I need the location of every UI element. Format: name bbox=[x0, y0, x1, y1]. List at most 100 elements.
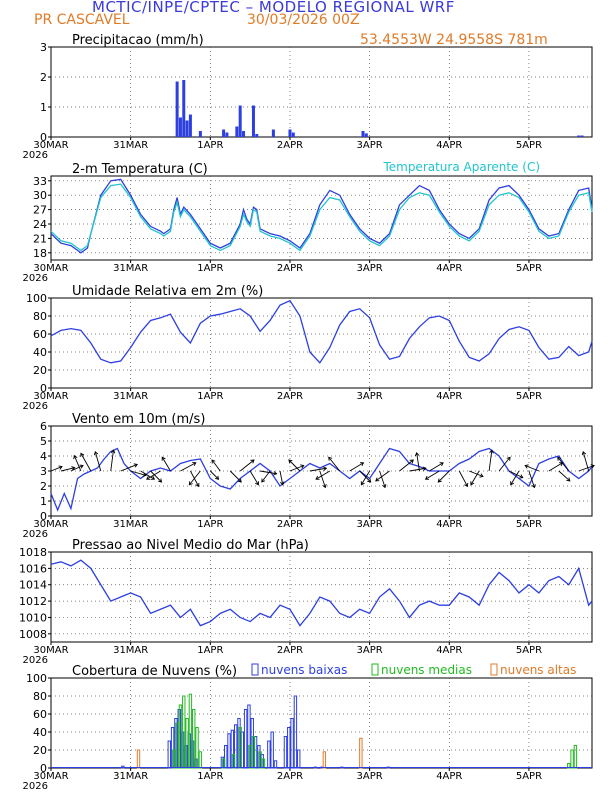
wind-xtick-label-0: 30MAR bbox=[33, 519, 68, 530]
wind-arrow-head bbox=[328, 456, 333, 461]
wind-arrow-head bbox=[146, 475, 151, 480]
station-coordinates: 53.4553W 24.9558S 781m bbox=[360, 32, 548, 48]
cloud-bar-0 bbox=[243, 709, 248, 769]
main-title: MCTIC/INPE/CPTEC – MODELO REGIONAL WRF bbox=[92, 0, 455, 16]
precip-xtick-label-5: 4APR bbox=[436, 140, 462, 151]
precip-ytick-label-0: 0 bbox=[40, 131, 47, 144]
precip-bar bbox=[225, 132, 229, 137]
wind-ytick-label-3: 3 bbox=[40, 465, 47, 478]
wind-arrow-head bbox=[280, 481, 285, 486]
temp-line-1 bbox=[50, 183, 593, 252]
wind-arrow-head bbox=[506, 456, 511, 461]
wind-arrow-head bbox=[439, 462, 444, 467]
wind-arrow bbox=[94, 451, 102, 472]
precip-bar bbox=[238, 105, 242, 137]
wind-xtick-label-3: 2APR bbox=[277, 519, 303, 530]
wind-arrow-head bbox=[71, 466, 76, 471]
pressure-ytick-label-1: 1010 bbox=[19, 611, 47, 624]
wind-arrow bbox=[249, 470, 259, 485]
wind-arrow bbox=[60, 467, 75, 472]
wind-arrow-head bbox=[195, 482, 200, 488]
wind-arrow bbox=[161, 457, 171, 472]
wind-arrow-head bbox=[382, 483, 387, 489]
wind-arrow bbox=[524, 465, 540, 472]
temp-xtick-label-5: 4APR bbox=[436, 263, 462, 274]
clouds-xtick-label-6: 5APR bbox=[516, 771, 542, 782]
precip-bar bbox=[235, 126, 239, 137]
wind-arrow bbox=[229, 470, 242, 483]
clouds-ytick-label-1: 20 bbox=[33, 744, 47, 757]
cloud-bar-0 bbox=[273, 760, 278, 769]
wind-arrow bbox=[558, 470, 571, 482]
wind-arrow-head bbox=[510, 481, 515, 486]
cloud-bar-0 bbox=[227, 733, 231, 769]
wind-arrow bbox=[50, 466, 63, 472]
wind-arrow bbox=[279, 470, 284, 485]
rh-ytick-label-2: 40 bbox=[33, 346, 47, 359]
wind-arrow-head bbox=[188, 481, 193, 486]
cloud-bar-2 bbox=[136, 749, 141, 769]
precip-bar bbox=[271, 129, 275, 137]
precip-xtick-label-4: 3APR bbox=[357, 140, 383, 151]
precip-bar bbox=[175, 81, 179, 137]
wind-arrow-head bbox=[566, 477, 571, 482]
wind-arrow bbox=[260, 470, 277, 475]
clouds-ytick-label-3: 60 bbox=[33, 708, 47, 721]
temp-year-label: 2026 bbox=[23, 273, 48, 284]
clouds-legend-swatch-0 bbox=[251, 663, 259, 676]
wind-arrow bbox=[180, 462, 197, 472]
precip-bar bbox=[188, 114, 192, 137]
wind-ytick-label-1: 1 bbox=[40, 495, 47, 508]
precip-bar bbox=[577, 135, 581, 137]
temp-ytick-label-4: 30 bbox=[33, 189, 47, 202]
wind-arrow-head bbox=[93, 450, 99, 456]
clouds-ytick-label-5: 100 bbox=[26, 672, 47, 685]
temp-xtick-label-3: 2APR bbox=[277, 263, 303, 274]
wind-arrow-head bbox=[58, 465, 63, 470]
clouds-ytick-label-4: 80 bbox=[33, 690, 47, 703]
wind-arrow-head bbox=[531, 483, 536, 489]
precip-xtick-label-6: 5APR bbox=[516, 140, 542, 151]
temp-legend-apparent: Temperatura Aparente (C) bbox=[382, 160, 540, 174]
precip-bar bbox=[291, 132, 295, 137]
temp-xtick-label-1: 31MAR bbox=[113, 263, 148, 274]
wind-arrow bbox=[189, 470, 201, 486]
cloud-bar-1 bbox=[573, 745, 578, 769]
precip-xtick-label-0: 30MAR bbox=[33, 140, 68, 151]
rh-xtick-label-5: 4APR bbox=[436, 391, 462, 402]
precip-bar bbox=[580, 135, 584, 137]
wind-arrow bbox=[399, 459, 414, 472]
wind-arrow-head bbox=[479, 473, 484, 478]
wind-arrow bbox=[409, 467, 427, 472]
pressure-year-label: 2026 bbox=[23, 655, 48, 666]
wind-arrow-head bbox=[192, 462, 197, 467]
wind-arrow-head bbox=[150, 475, 156, 480]
cloud-bar-2 bbox=[322, 751, 327, 769]
wind-arrow bbox=[458, 470, 468, 487]
wind-arrow-head bbox=[300, 464, 305, 469]
wind-arrow bbox=[120, 463, 138, 472]
clouds-legend-label-0: nuvens baixas bbox=[261, 663, 347, 677]
pressure-xtick-label-6: 5APR bbox=[516, 645, 542, 656]
temp-xtick-label-2: 1APR bbox=[197, 263, 223, 274]
wind-arrow bbox=[319, 470, 326, 488]
rh-xtick-label-0: 30MAR bbox=[33, 391, 68, 402]
precip-bar bbox=[242, 131, 246, 137]
temp-ytick-label-2: 24 bbox=[33, 218, 47, 231]
wind-arrow bbox=[582, 451, 590, 472]
rh-ytick-label-4: 80 bbox=[33, 310, 47, 323]
wind-xtick-label-4: 3APR bbox=[357, 519, 383, 530]
wind-arrow bbox=[469, 470, 484, 477]
temp-frame bbox=[50, 175, 593, 261]
wind-arrow-head bbox=[470, 481, 475, 486]
pressure-ytick-label-3: 1014 bbox=[19, 579, 47, 592]
cloud-bar-0 bbox=[270, 731, 274, 769]
wind-arrow-head bbox=[288, 459, 293, 464]
precip-ytick-label-1: 1 bbox=[40, 101, 47, 114]
wind-arrow bbox=[437, 470, 450, 483]
wind-arrow bbox=[470, 470, 480, 485]
rh-ytick-label-5: 100 bbox=[26, 292, 47, 305]
rh-frame bbox=[50, 297, 593, 389]
clouds-xtick-label-4: 3APR bbox=[357, 771, 383, 782]
precip-bar bbox=[222, 129, 226, 137]
